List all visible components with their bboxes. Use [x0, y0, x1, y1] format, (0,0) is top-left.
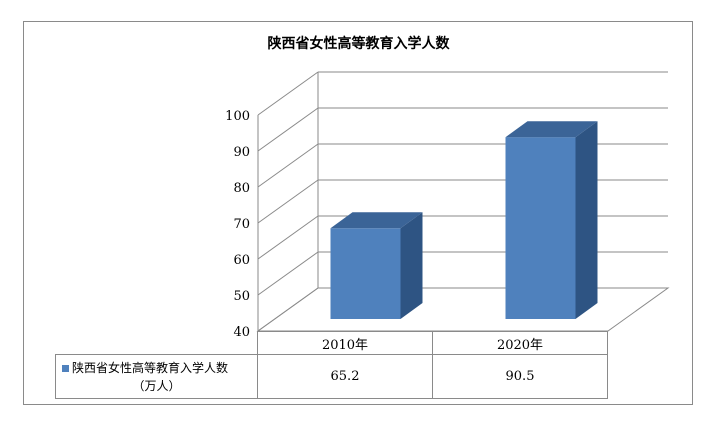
table-corner: [56, 332, 258, 355]
table-legend-entry: 陕西省女性高等教育入学人数 （万人）: [55, 354, 258, 399]
legend-series-unit: （万人）: [132, 378, 181, 393]
bar-side-2010年: [400, 212, 423, 319]
y-tick-label: 60: [233, 253, 250, 268]
y-tick-label: 90: [233, 145, 250, 160]
gridline-side: [257, 251, 319, 296]
gridline-side: [257, 143, 319, 188]
y-tick-label: 80: [233, 181, 250, 196]
gridline-side: [257, 179, 319, 224]
y-tick-label: 40: [233, 325, 250, 340]
y-tick-label: 70: [233, 217, 250, 232]
bar-top-2010年: [330, 212, 423, 229]
table-value-2020: 90.5: [432, 354, 608, 399]
chart-floor: [256, 287, 670, 332]
legend-series-name: 陕西省女性高等教育入学人数: [72, 360, 229, 375]
legend-swatch: [62, 364, 69, 372]
y-tick-label: 50: [233, 289, 250, 304]
bar-side-2020年: [575, 121, 598, 319]
gridline-side: [257, 215, 319, 260]
gridline-side: [257, 71, 319, 116]
y-tick-label: 100: [225, 109, 250, 124]
bar-2020年: [505, 137, 576, 319]
bar-2010年: [330, 228, 401, 319]
table-value-2010: 65.2: [257, 354, 433, 399]
bar-top-2020年: [505, 121, 598, 138]
chart-data-table: 2010年 2020年 陕西省女性高等教育入学人数 （万人） 65.2 90.5: [55, 331, 608, 399]
chart-title: 陕西省女性高等教育入学人数: [267, 36, 450, 52]
table-category-2020: 2020年: [432, 331, 608, 355]
table-category-2010: 2010年: [257, 331, 433, 355]
gridline-side: [257, 107, 319, 152]
